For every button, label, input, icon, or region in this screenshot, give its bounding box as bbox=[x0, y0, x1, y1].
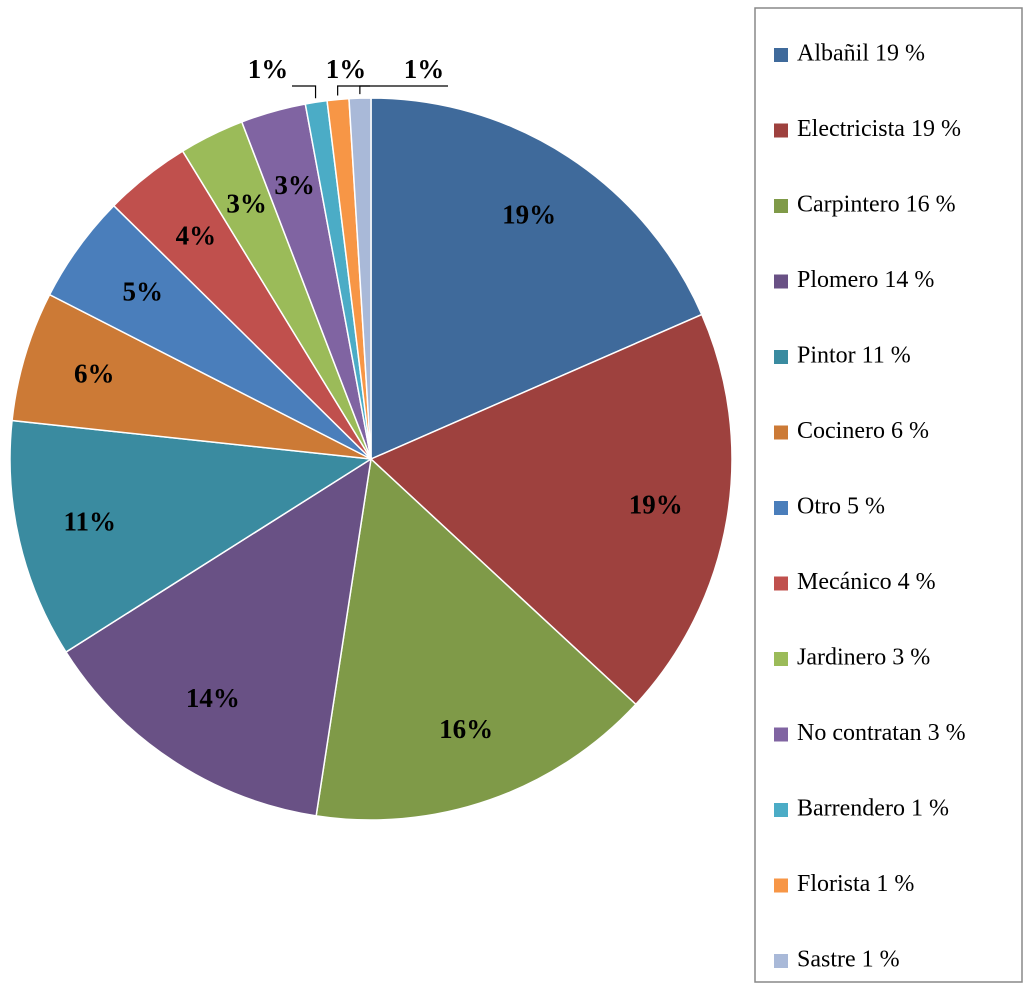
legend-swatch bbox=[774, 350, 788, 364]
legend-label: Mecánico 4 % bbox=[797, 569, 936, 595]
data-label: 19% bbox=[502, 200, 556, 230]
legend-swatch bbox=[774, 501, 788, 515]
legend-swatch bbox=[774, 803, 788, 817]
legend-label: No contratan 3 % bbox=[797, 720, 966, 746]
legend-label: Plomero 14 % bbox=[797, 267, 934, 293]
legend-label: Pintor 11 % bbox=[797, 343, 911, 369]
legend-swatch bbox=[774, 274, 788, 289]
legend-label: Cocinero 6 % bbox=[797, 418, 929, 444]
legend-swatch bbox=[774, 576, 788, 591]
data-label: 11% bbox=[63, 507, 116, 537]
pie-slice bbox=[9, 419, 374, 654]
legend-swatch bbox=[774, 123, 788, 138]
legend-label: Sastre 1 % bbox=[797, 947, 900, 973]
legend-box bbox=[754, 7, 1023, 983]
legend-swatch bbox=[774, 48, 788, 62]
pie-slice bbox=[348, 97, 372, 460]
data-label: 3% bbox=[226, 189, 267, 219]
leader-line bbox=[359, 85, 448, 95]
legend-swatch bbox=[774, 954, 788, 968]
legend-label: Albañil 19 % bbox=[797, 41, 925, 67]
data-label: 1% bbox=[248, 54, 289, 84]
legend-label: Jardinero 3 % bbox=[797, 645, 930, 671]
pie-slice bbox=[64, 457, 372, 817]
data-label: 1% bbox=[404, 54, 445, 84]
data-label: 4% bbox=[176, 221, 217, 251]
legend-label: Barrendero 1 % bbox=[797, 796, 949, 822]
data-label: 3% bbox=[274, 170, 315, 200]
data-label: 16% bbox=[439, 714, 493, 744]
pie-slice bbox=[369, 313, 733, 706]
data-label: 1% bbox=[326, 54, 367, 84]
legend-swatch bbox=[774, 878, 788, 893]
legend-label: Electricista 19 % bbox=[797, 116, 961, 142]
data-label: 6% bbox=[74, 359, 115, 389]
legend-swatch bbox=[774, 425, 788, 440]
pie-slice bbox=[315, 457, 637, 821]
pie-slice bbox=[11, 293, 372, 460]
data-label: 5% bbox=[122, 276, 163, 306]
data-label: 14% bbox=[186, 683, 240, 713]
pie-slice bbox=[370, 97, 703, 461]
legend-swatch bbox=[774, 199, 788, 213]
leader-line bbox=[292, 85, 317, 99]
legend-label: Florista 1 % bbox=[797, 871, 914, 897]
legend-label: Carpintero 16 % bbox=[797, 192, 956, 218]
legend-swatch bbox=[774, 727, 788, 742]
legend-swatch bbox=[774, 652, 788, 666]
data-label: 19% bbox=[629, 489, 683, 519]
legend-label: Otro 5 % bbox=[797, 494, 885, 520]
leader-line bbox=[337, 85, 370, 96]
